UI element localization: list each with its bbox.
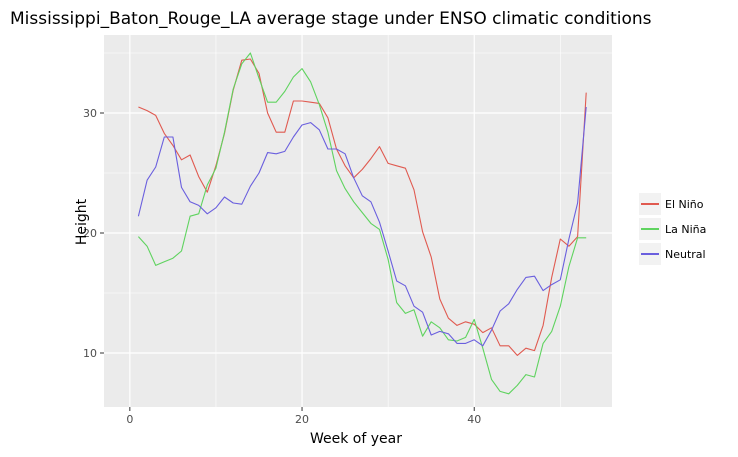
y-axis-title: Height [74,198,90,245]
legend-label: El Niño [665,198,704,211]
legend-label: La Niña [665,223,706,236]
x-axis-title: Week of year [310,431,402,447]
series-lines [137,52,587,395]
x-tick-label: 0 [126,413,133,426]
x-tick-label: 20 [295,413,309,426]
series-line [137,52,587,395]
y-tick-label: 10 [83,347,97,360]
axis-ticks: 0 20 40 10 20 30 [83,107,481,426]
y-tick-label: 30 [83,107,97,120]
series-line [137,106,587,347]
legend-label: Neutral [665,248,706,261]
legend: El Niño La Niña Neutral [639,193,706,265]
plot-panel [104,35,612,407]
y-tick-label: 20 [83,227,97,240]
x-tick-label: 40 [467,413,481,426]
chart-title: Mississippi_Baton_Rouge_LA average stage… [10,9,652,29]
